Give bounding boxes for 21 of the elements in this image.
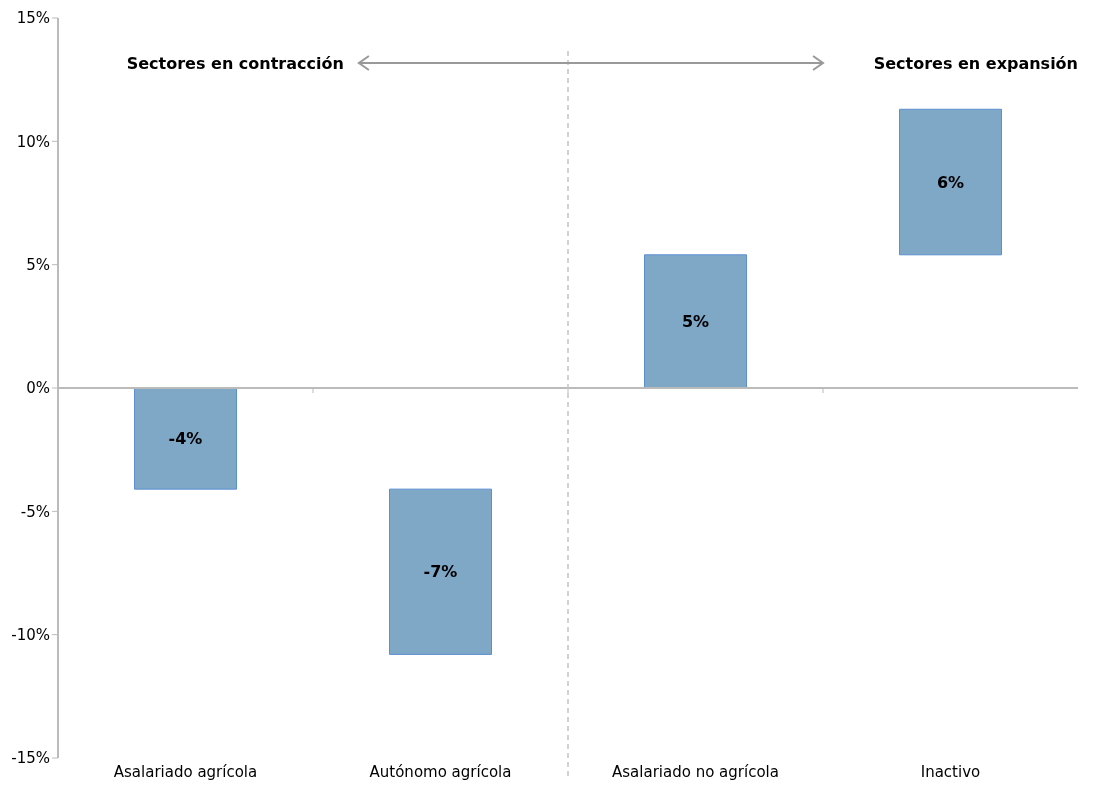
x-tick-label: Inactivo [920,762,981,781]
annotation: Sectores en expansión [873,54,1078,73]
y-tick-label: 10% [16,132,50,151]
bar [644,254,747,389]
data-label: 5% [681,312,710,332]
x-tick-label: Autónomo agrícola [369,762,512,781]
data-label: -4% [168,429,203,449]
y-tick-label: 15% [16,9,50,28]
data-label: -7% [423,562,458,582]
y-tick-label: 0% [26,379,50,398]
y-tick-label: -10% [11,625,50,644]
x-tick-label: Asalariado agrícola [113,762,258,781]
y-tick-label: -5% [20,502,50,521]
y-tick-label: -15% [11,749,50,768]
bar [899,108,1002,256]
x-tick-label: Asalariado no agrícola [612,762,779,781]
annotation: Sectores en contracción [126,54,344,73]
y-tick-label: 5% [26,255,50,274]
bar [134,387,237,490]
data-label: 6% [936,172,965,192]
bar [389,488,492,655]
